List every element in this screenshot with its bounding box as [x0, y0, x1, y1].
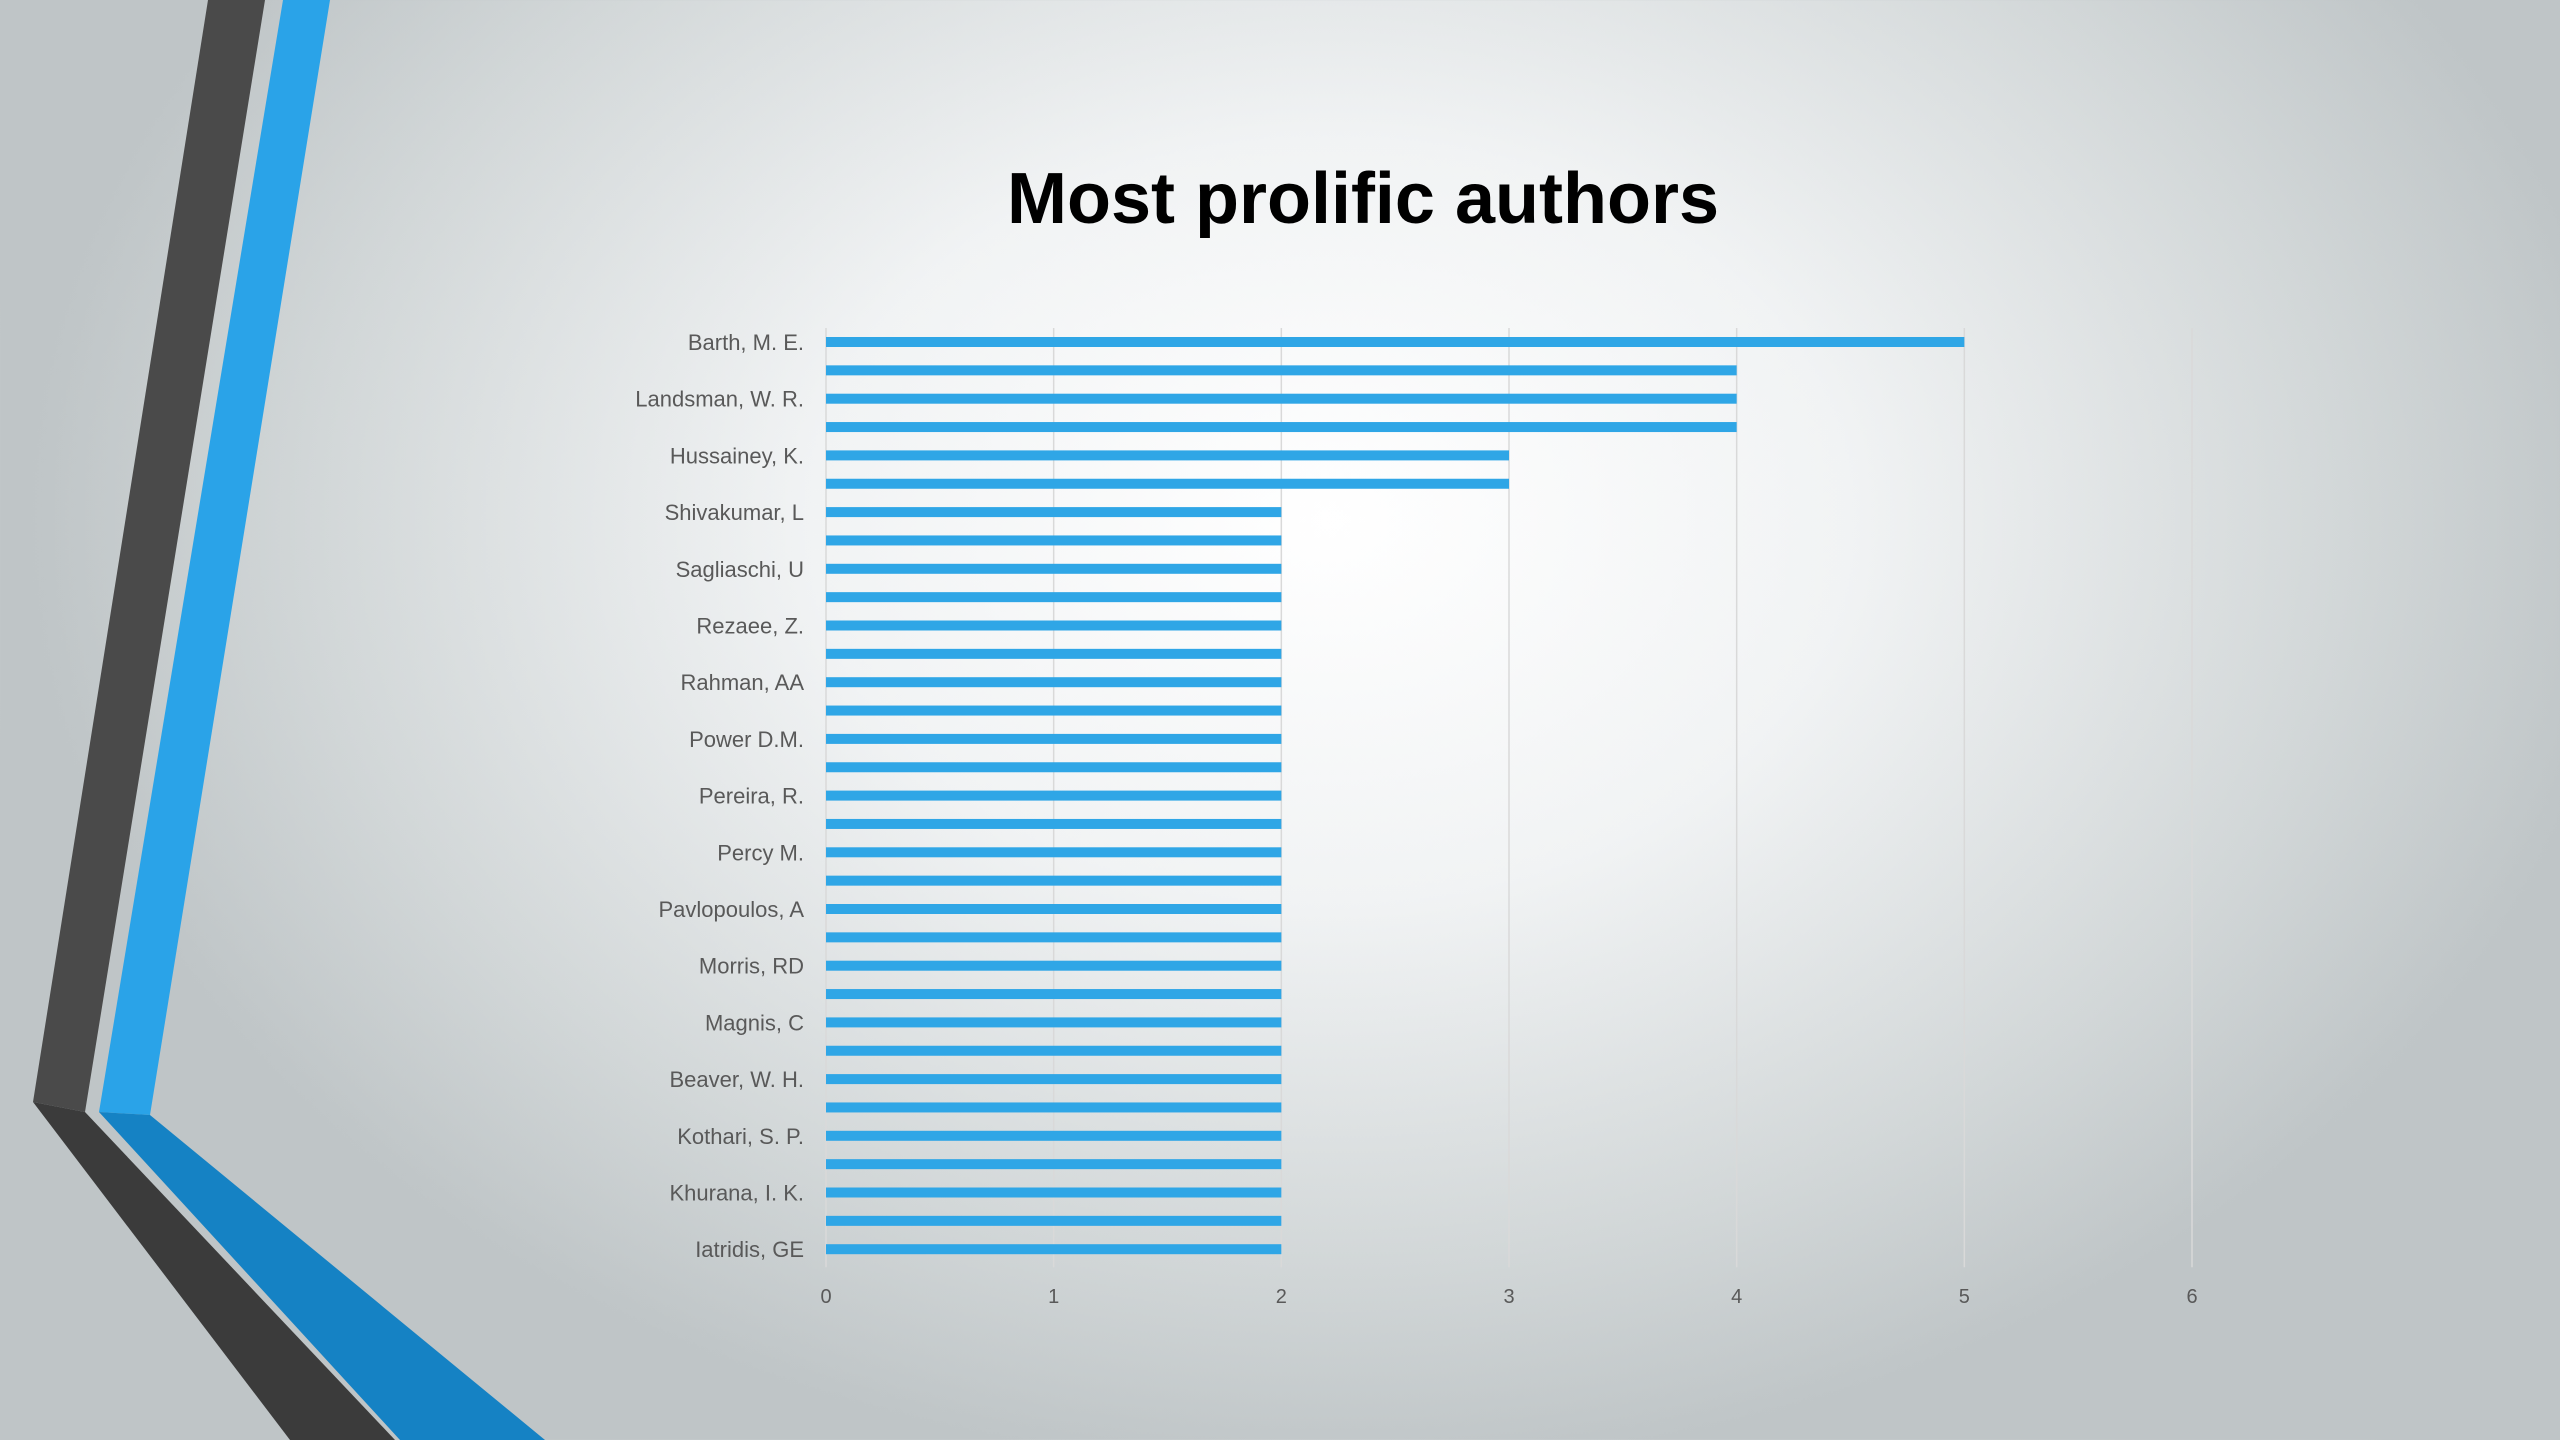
bar — [826, 337, 1965, 347]
category-label: Iatridis, GE — [695, 1237, 804, 1262]
bar — [826, 1187, 1282, 1198]
bar — [826, 393, 1737, 404]
category-label: Hussainey, K. — [670, 443, 804, 468]
bar — [826, 563, 1282, 574]
bar — [826, 1017, 1282, 1028]
bar — [826, 1215, 1282, 1226]
bar — [826, 648, 1282, 659]
category-label: Landsman, W. R. — [635, 387, 804, 412]
bar — [826, 677, 1282, 688]
bars — [826, 337, 1965, 1255]
bar — [826, 705, 1282, 716]
bar — [826, 904, 1282, 914]
bar — [826, 1130, 1282, 1141]
bar — [826, 932, 1282, 943]
x-tick-label: 6 — [2186, 1286, 2197, 1308]
bar — [826, 1045, 1282, 1056]
category-label: Rezaee, Z. — [696, 614, 804, 639]
category-label: Pereira, R. — [699, 784, 804, 809]
bar — [826, 733, 1282, 744]
bar — [826, 875, 1282, 886]
dark-diagonal — [33, 1102, 395, 1440]
x-tick-label: 3 — [1503, 1286, 1514, 1308]
category-label: Khurana, I. K. — [669, 1181, 804, 1206]
bar — [826, 365, 1737, 376]
category-label: Power D.M. — [689, 727, 804, 752]
bar — [826, 818, 1282, 829]
category-label: Kothari, S. P. — [677, 1124, 804, 1149]
bar — [826, 1244, 1282, 1255]
category-label: Morris, RD — [699, 954, 804, 979]
x-tick-label: 2 — [1276, 1286, 1287, 1308]
x-tick-label: 4 — [1731, 1286, 1742, 1308]
category-labels: Barth, M. E. Landsman, W. R. Hussainey, K.… — [635, 330, 804, 1262]
chart-title: Most prolific authors — [1006, 159, 1720, 239]
bar — [826, 422, 1737, 433]
dark-stripe — [33, 0, 265, 1112]
x-tick-labels: 0 1 2 3 4 5 6 — [820, 1286, 2197, 1308]
bar — [826, 1159, 1282, 1170]
bar — [826, 762, 1282, 773]
category-label: Magnis, C — [705, 1010, 804, 1035]
x-tick-label: 5 — [1959, 1286, 1970, 1308]
category-label: Beaver, W. H. — [670, 1067, 805, 1092]
x-tick-label: 1 — [1048, 1286, 1059, 1308]
category-label: Pavlopoulos, A — [658, 897, 804, 922]
bar — [826, 1074, 1282, 1085]
category-label: Rahman, AA — [680, 670, 804, 695]
bar — [826, 535, 1282, 546]
bar — [826, 620, 1282, 631]
bar — [826, 790, 1282, 801]
bar — [826, 507, 1282, 518]
bar — [826, 1102, 1282, 1113]
bar — [826, 450, 1509, 461]
category-label: Shivakumar, L — [665, 500, 804, 525]
bar — [826, 478, 1509, 489]
bar — [826, 592, 1282, 603]
bar — [826, 847, 1282, 858]
blue-diagonal — [99, 1112, 545, 1440]
bar — [826, 960, 1282, 971]
category-label: Barth, M. E. — [688, 330, 804, 355]
category-label: Percy M. — [717, 840, 804, 865]
blue-stripe — [99, 0, 330, 1115]
category-label: Sagliaschi, U — [676, 557, 804, 582]
bar — [826, 989, 1282, 1000]
x-tick-label: 0 — [820, 1286, 831, 1308]
